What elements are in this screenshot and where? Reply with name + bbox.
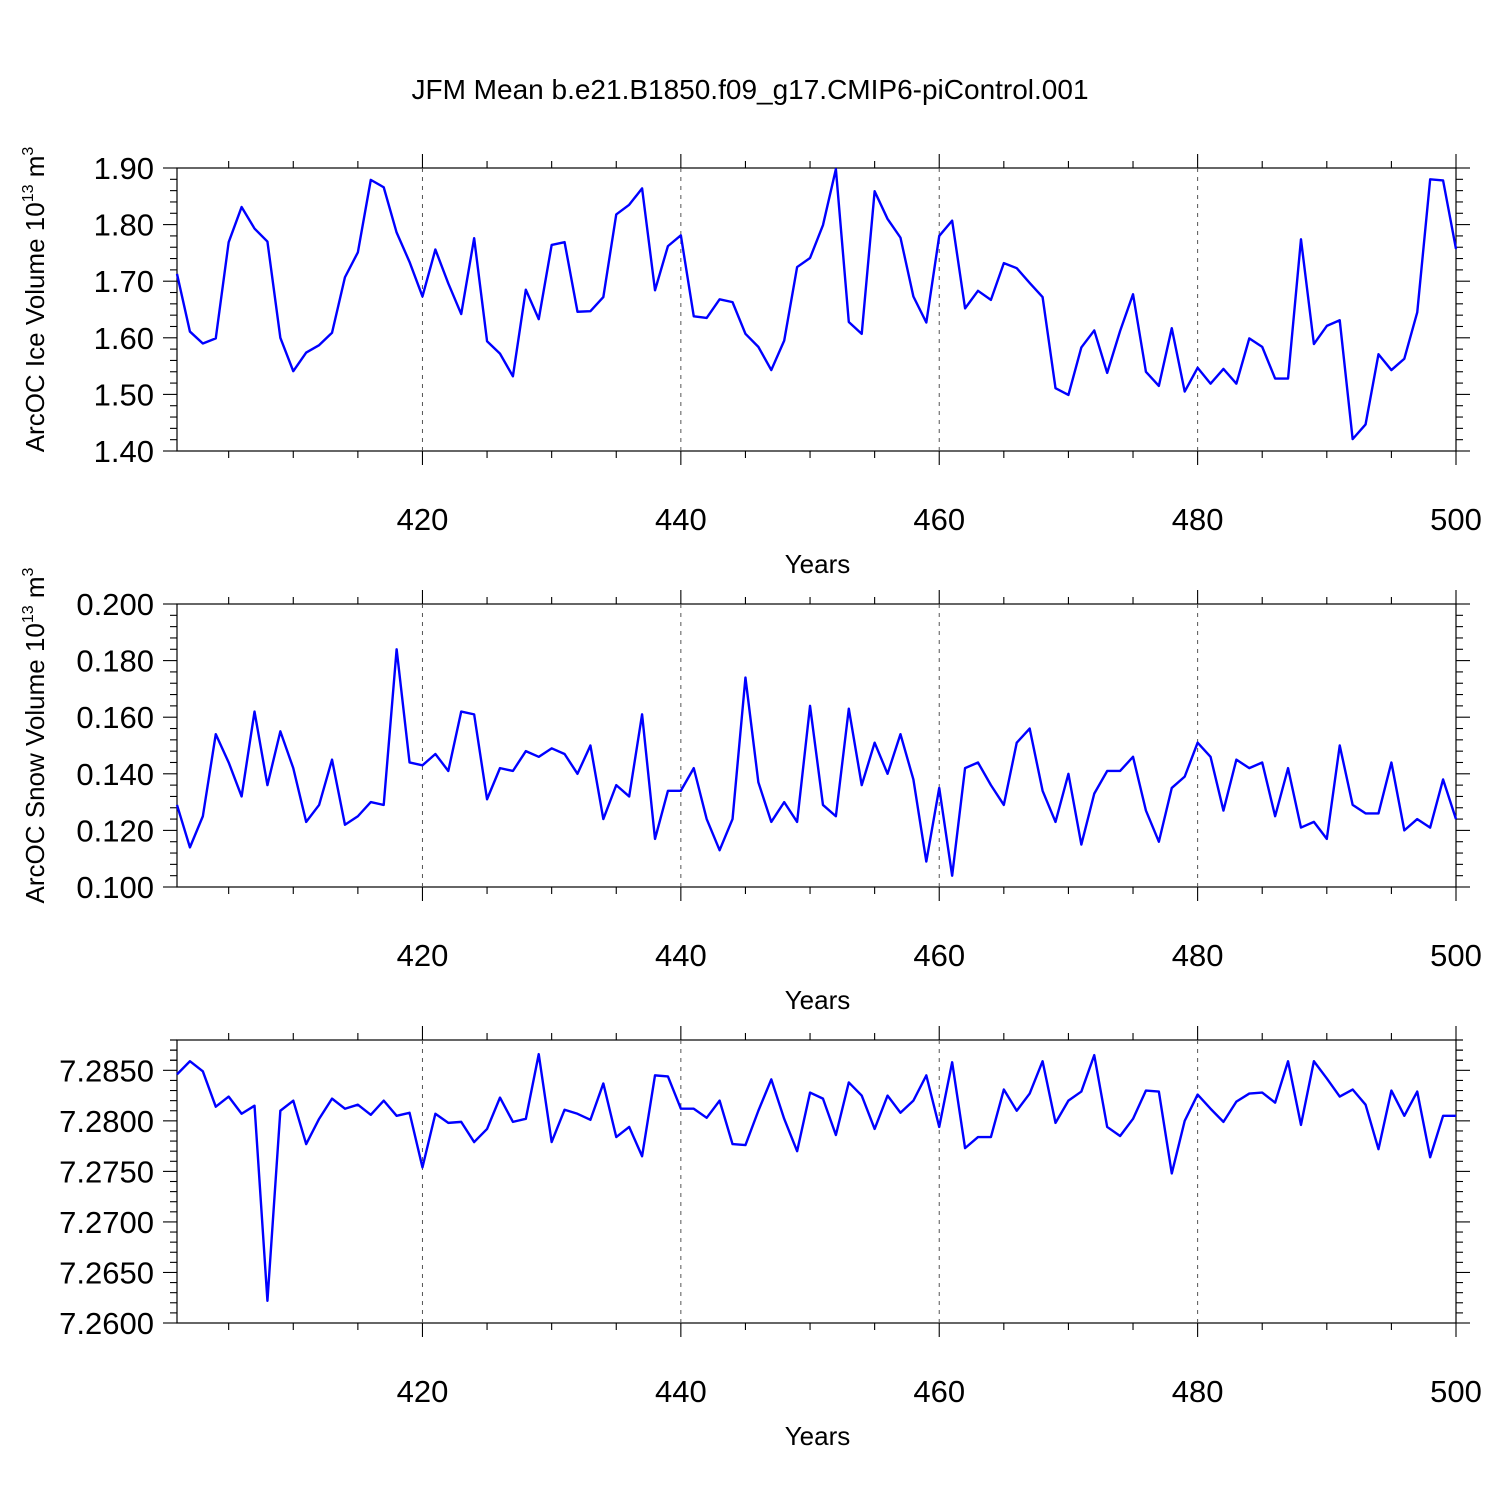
x-tick-label: 500 — [1430, 938, 1482, 973]
y-axis-label: ArcOC Ice Volume 1013 m3 — [20, 147, 50, 453]
y-tick-label: 0.120 — [76, 813, 154, 848]
y-tick-label: 0.200 — [76, 587, 154, 622]
x-axis-label: Years — [785, 1421, 851, 1451]
plot-frame — [176, 603, 1457, 888]
y-tick-label: 0.140 — [76, 757, 154, 792]
x-tick-label: 440 — [655, 1374, 707, 1409]
x-tick-label: 420 — [397, 502, 449, 537]
y-tick-label: 0.160 — [76, 700, 154, 735]
y-tick-label: 7.2800 — [59, 1104, 154, 1139]
x-tick-label: 480 — [1172, 502, 1224, 537]
y-tick-label: 1.80 — [94, 208, 154, 243]
series-line — [175, 167, 1458, 441]
x-tick-label: 440 — [655, 502, 707, 537]
panel-1: 1.40 1.50 1.60 1.70 1.80 1.90 420 440 460 480 500 Y… — [20, 147, 1482, 579]
chart-title: JFM Mean b.e21.B1850.f09_g17.CMIP6-piCon… — [411, 74, 1088, 105]
series-line — [176, 1052, 1456, 1302]
x-tick-label: 460 — [913, 1374, 965, 1409]
y-tick-label: 1.90 — [94, 151, 154, 186]
x-tick-label: 480 — [1172, 1374, 1224, 1409]
y-tick-label: 7.2850 — [59, 1053, 154, 1088]
x-tick-label: 480 — [1172, 938, 1224, 973]
x-tick-label: 500 — [1430, 502, 1482, 537]
x-tick-label: 440 — [655, 938, 707, 973]
series-line — [175, 648, 1458, 877]
y-tick-label: 0.180 — [76, 644, 154, 679]
y-tick-label: 1.40 — [94, 434, 154, 469]
x-axis-label: Years — [785, 549, 851, 579]
y-tick-label: 7.2600 — [59, 1306, 154, 1341]
y-tick-label: 7.2700 — [59, 1205, 154, 1240]
x-tick-label: 460 — [913, 938, 965, 973]
y-axis-label: ArcOC Snow Volume 1013 m3 — [20, 567, 50, 903]
y-tick-label: 0.100 — [76, 870, 154, 905]
x-tick-label: 460 — [913, 502, 965, 537]
y-tick-label: 7.2650 — [59, 1255, 154, 1290]
panel-2: 0.100 0.120 0.140 0.160 0.180 0.200 420 440 460 4… — [20, 567, 1482, 1015]
x-tick-label: 420 — [397, 938, 449, 973]
plot-frame — [176, 167, 1457, 452]
plot-frame — [176, 1039, 1457, 1324]
y-tick-label: 1.70 — [94, 264, 154, 299]
y-tick-label: 1.60 — [94, 321, 154, 356]
y-tick-label: 1.50 — [94, 377, 154, 412]
x-tick-label: 500 — [1430, 1374, 1482, 1409]
x-tick-label: 420 — [397, 1374, 449, 1409]
x-axis-label: Years — [785, 985, 851, 1015]
panel-3: 7.2600 7.2650 7.2700 7.2750 7.2800 7.2850 420 4… — [59, 1026, 1482, 1451]
y-tick-label: 7.2750 — [59, 1154, 154, 1189]
